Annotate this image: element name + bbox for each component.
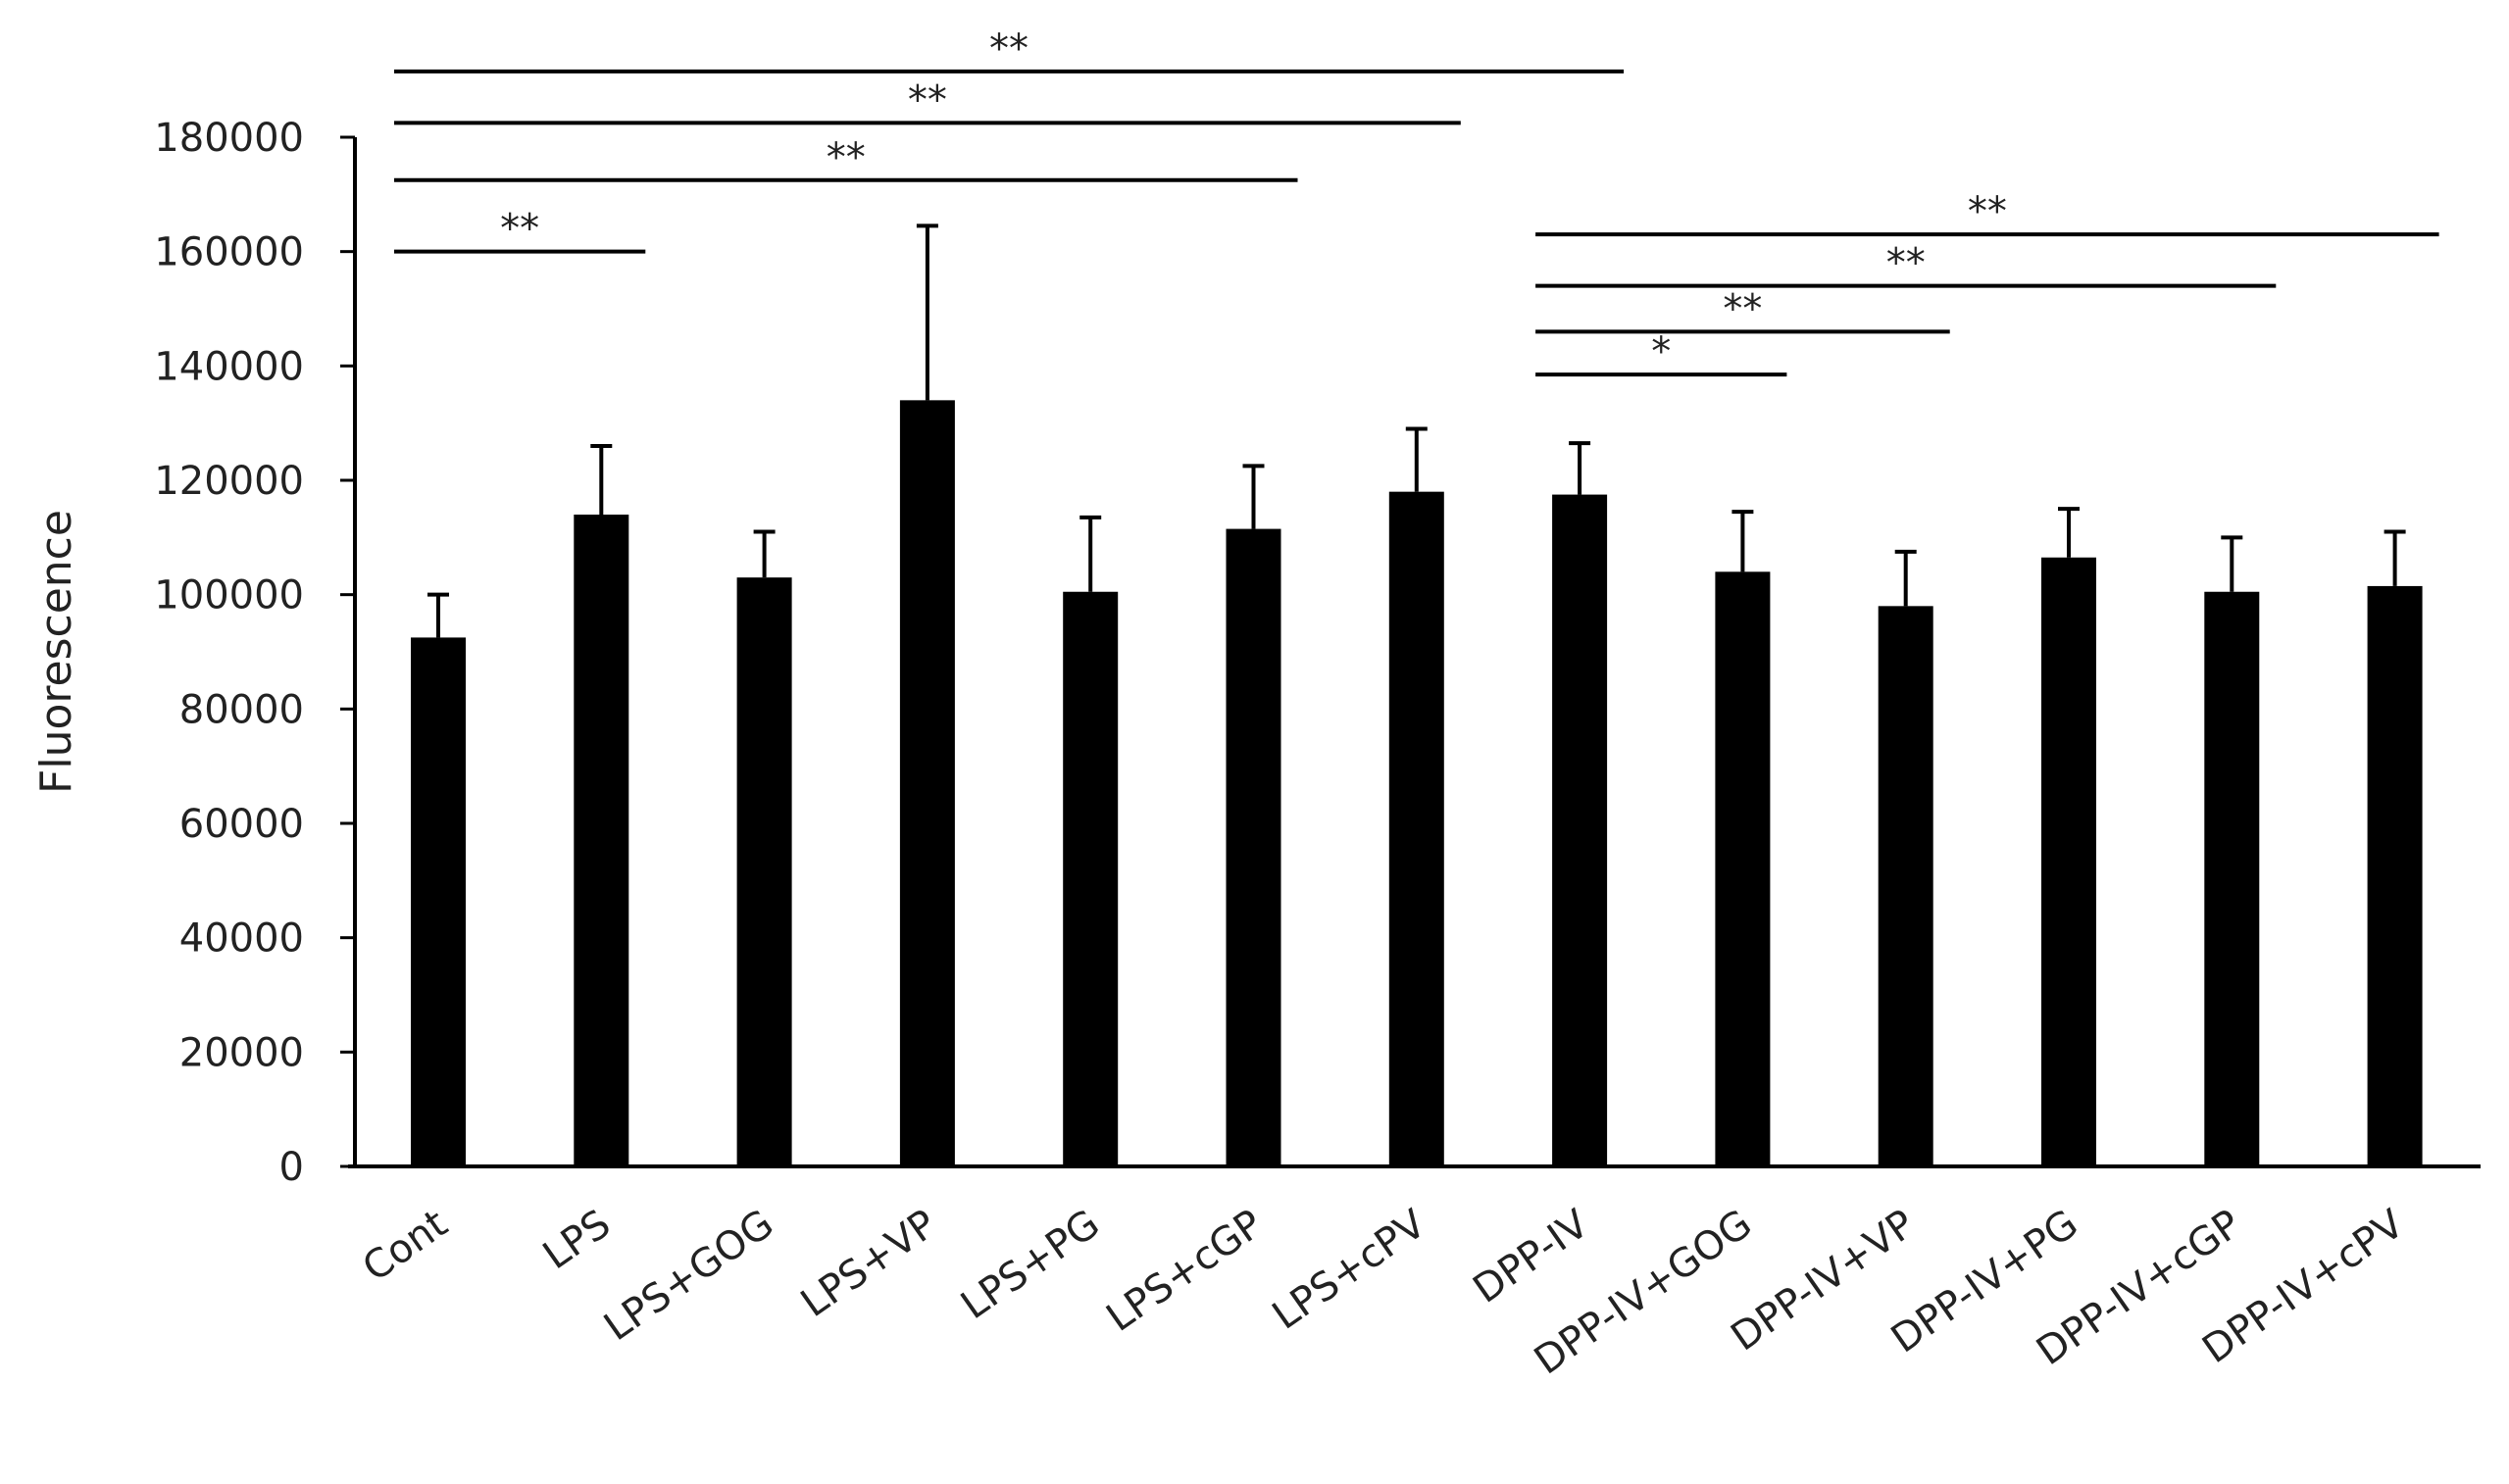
y-tick-label: 140000	[154, 344, 304, 389]
bar	[574, 515, 629, 1166]
x-category-label: LPS+PG	[953, 1202, 1108, 1329]
x-category-label: LPS+cPV	[1265, 1201, 1434, 1339]
y-tick-label: 80000	[179, 687, 304, 732]
significance-label: **	[989, 26, 1029, 72]
y-tick-label: 100000	[154, 573, 304, 618]
x-category-label: Cont	[355, 1202, 456, 1291]
x-category-label: LPS+VP	[793, 1202, 945, 1327]
significance-label: *	[1651, 329, 1671, 374]
bar	[1878, 606, 1933, 1166]
y-tick-label: 120000	[154, 459, 304, 504]
bar	[2204, 591, 2260, 1166]
significance-label: **	[1886, 241, 1926, 286]
y-tick-label: 60000	[179, 802, 304, 847]
bar	[1552, 494, 1608, 1166]
significance-label: **	[827, 135, 866, 180]
bars	[411, 400, 2423, 1167]
x-category-label: LPS+cGP	[1098, 1202, 1271, 1341]
bar	[1226, 528, 1281, 1166]
y-axis-title: Fluorescence	[31, 510, 81, 794]
significance-brackets: ***************	[394, 26, 2439, 377]
y-tick-label: 40000	[179, 916, 304, 962]
x-category-label: LPS	[535, 1202, 619, 1279]
y-tick-label: 180000	[154, 116, 304, 161]
y-tick-labels: 0 20000 40000 60000 80000 100000 120000 140000 1…	[154, 116, 304, 1190]
bar	[2041, 557, 2096, 1166]
y-tick-label: 20000	[179, 1030, 304, 1075]
x-category-label: LPS+GOG	[596, 1202, 781, 1351]
y-tick-label: 160000	[154, 230, 304, 275]
y-tick-label: 0	[279, 1145, 304, 1190]
bar	[899, 400, 955, 1166]
bar	[1388, 491, 1444, 1167]
significance-label: **	[1723, 286, 1762, 331]
significance-label: **	[1968, 189, 2007, 234]
significance-label: **	[908, 77, 947, 123]
bar	[411, 637, 466, 1166]
error-bars	[427, 223, 2406, 638]
bar	[1715, 571, 1771, 1166]
x-category-label: DPP-IV	[1466, 1201, 1598, 1312]
bar	[2367, 585, 2423, 1166]
bar	[736, 577, 792, 1166]
bar	[1063, 591, 1119, 1166]
significance-label: **	[500, 207, 539, 252]
